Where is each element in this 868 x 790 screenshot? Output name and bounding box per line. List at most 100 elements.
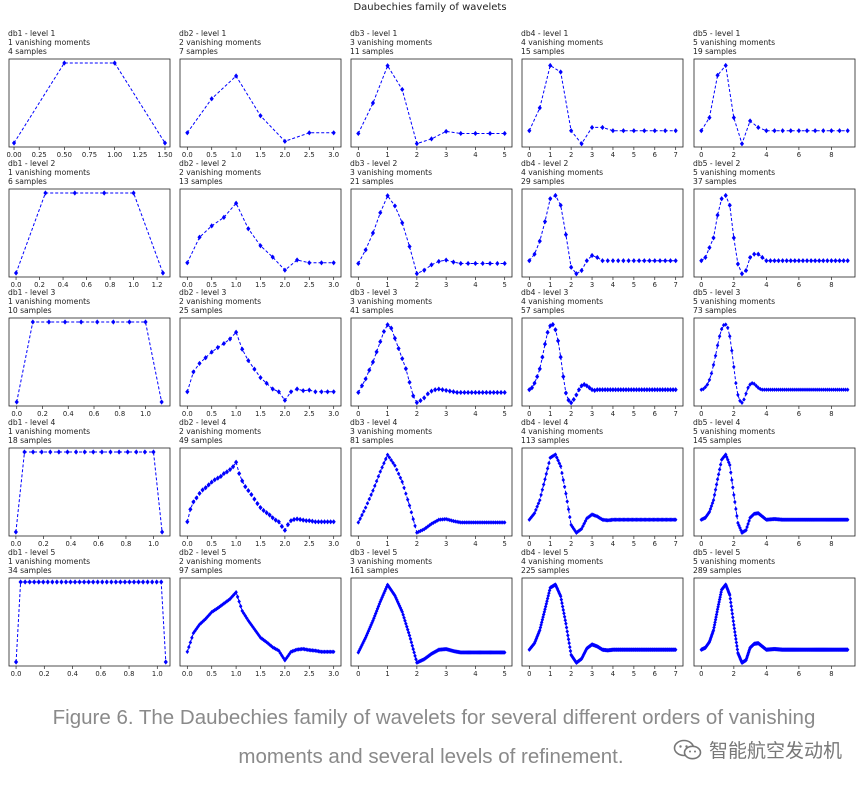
subplot-samples: 37 samples	[693, 177, 737, 186]
data-point-marker	[471, 520, 476, 525]
data-point-marker	[193, 628, 197, 634]
data-point-marker	[479, 520, 483, 525]
data-point-marker	[370, 230, 376, 236]
x-tick-label: 1.25	[132, 151, 147, 159]
data-point-marker	[437, 517, 441, 522]
data-point-marker	[131, 190, 136, 196]
data-point-marker	[813, 128, 818, 134]
data-point-marker	[393, 593, 397, 598]
data-point-marker	[564, 621, 568, 626]
data-point-marker	[234, 589, 238, 595]
data-point-marker	[159, 399, 164, 405]
data-point-marker	[237, 599, 241, 604]
watermark-text: 智能航空发动机	[708, 740, 842, 762]
data-point-marker	[540, 487, 545, 492]
data-point-marker	[131, 579, 137, 585]
data-point-marker	[63, 579, 69, 585]
data-point-marker	[553, 192, 558, 199]
data-point-marker	[414, 141, 419, 147]
data-point-marker	[825, 258, 830, 264]
data-point-marker	[760, 387, 765, 392]
data-point-marker	[789, 387, 793, 392]
data-point-marker	[764, 258, 769, 264]
x-tick-label: 0	[699, 540, 703, 548]
data-point-marker	[502, 130, 507, 137]
data-point-marker	[768, 387, 773, 392]
data-point-marker	[14, 399, 19, 405]
wechat-logo-icon	[673, 739, 702, 759]
data-point-marker	[621, 387, 626, 393]
data-point-marker	[258, 505, 263, 511]
data-point-marker	[358, 516, 362, 521]
data-point-marker	[673, 387, 678, 393]
data-point-marker	[716, 602, 721, 607]
subplot-samples: 15 samples	[521, 47, 565, 56]
subplot-subtitle: 4 vanishing moments	[521, 427, 603, 436]
data-point-marker	[623, 387, 629, 393]
data-point-marker	[370, 100, 376, 106]
data-point-marker	[13, 529, 18, 535]
data-point-marker	[610, 128, 616, 134]
axes-frame	[8, 577, 171, 667]
data-point-marker	[238, 604, 243, 609]
x-tick-label: 0.0	[11, 281, 22, 289]
data-point-marker	[563, 232, 568, 238]
data-point-marker	[392, 335, 397, 341]
data-point-marker	[466, 389, 471, 396]
data-point-marker	[298, 516, 303, 523]
data-point-marker	[701, 386, 706, 392]
subplot-title: db1 - level 2	[8, 159, 56, 168]
data-point-marker	[568, 644, 572, 650]
x-tick-label: 0.0	[11, 410, 22, 418]
subplot-title: db1 - level 4	[8, 418, 56, 427]
data-point-marker	[425, 391, 430, 397]
x-tick-label: 0.8	[121, 540, 132, 548]
data-point-marker	[185, 130, 190, 136]
x-tick-label: 0.0	[11, 670, 22, 678]
data-point-marker	[113, 579, 118, 585]
subplot-samples: 18 samples	[8, 436, 52, 445]
data-point-marker	[313, 519, 318, 525]
data-point-marker	[541, 612, 546, 617]
data-point-marker	[804, 128, 810, 134]
data-point-marker	[652, 387, 657, 393]
data-point-marker	[240, 608, 244, 614]
data-point-marker	[673, 258, 678, 264]
data-point-marker	[739, 271, 745, 277]
data-point-marker	[369, 492, 373, 498]
subplot-samples: 41 samples	[350, 306, 394, 315]
data-point-marker	[385, 63, 390, 69]
data-point-marker	[371, 618, 375, 623]
data-point-marker	[486, 520, 490, 525]
x-tick-label: 0.4	[58, 281, 69, 289]
data-point-marker	[732, 492, 736, 498]
subplot-title: db4 - level 4	[521, 418, 569, 427]
data-point-marker	[382, 591, 386, 596]
data-point-marker	[270, 515, 275, 521]
data-point-marker	[548, 62, 553, 69]
data-point-marker	[404, 621, 408, 626]
subplot-subtitle: 3 vanishing moments	[350, 38, 432, 47]
x-tick-label: 5	[632, 281, 636, 289]
data-point-marker	[191, 499, 196, 505]
data-point-marker	[442, 517, 447, 522]
data-point-marker	[444, 257, 449, 263]
data-point-marker	[732, 364, 736, 370]
subplot-samples: 161 samples	[350, 566, 399, 575]
x-tick-label: 0	[699, 151, 703, 159]
data-point-marker	[663, 387, 668, 393]
data-point-marker	[240, 346, 245, 352]
subplot-title: db4 - level 2	[521, 159, 569, 168]
data-point-marker	[100, 579, 105, 585]
data-point-marker	[23, 579, 28, 585]
data-point-marker	[232, 591, 237, 597]
x-tick-label: 2	[569, 410, 573, 418]
data-point-marker	[225, 599, 229, 604]
data-point-marker	[558, 592, 562, 597]
data-point-marker	[716, 472, 721, 477]
data-point-marker	[143, 319, 148, 325]
data-point-marker	[283, 658, 287, 663]
data-point-marker	[595, 387, 600, 393]
